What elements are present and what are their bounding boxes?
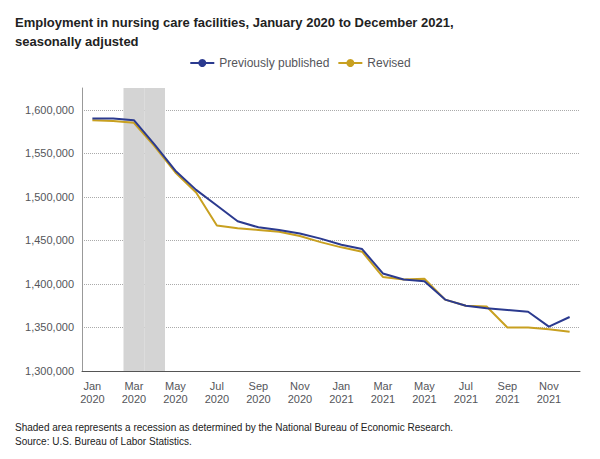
svg-text:May: May	[165, 380, 186, 392]
svg-text:Employment in nursing care fac: Employment in nursing care facilities, J…	[15, 15, 454, 30]
svg-text:2020: 2020	[205, 393, 229, 405]
svg-text:Nov: Nov	[290, 380, 310, 392]
svg-text:2021: 2021	[495, 393, 519, 405]
svg-text:Jul: Jul	[459, 380, 473, 392]
svg-text:Previously published: Previously published	[219, 56, 329, 70]
svg-text:2021: 2021	[329, 393, 353, 405]
svg-text:2021: 2021	[454, 393, 478, 405]
svg-text:1,450,000: 1,450,000	[25, 234, 74, 246]
svg-text:1,300,000: 1,300,000	[25, 365, 74, 377]
svg-text:1,400,000: 1,400,000	[25, 278, 74, 290]
svg-text:Jan: Jan	[84, 380, 102, 392]
svg-text:Sep: Sep	[498, 380, 518, 392]
svg-text:Shaded area represents a reces: Shaded area represents a recession as de…	[15, 422, 453, 433]
svg-text:Nov: Nov	[539, 380, 559, 392]
svg-text:2020: 2020	[80, 393, 104, 405]
svg-text:Jan: Jan	[333, 380, 351, 392]
svg-text:2021: 2021	[537, 393, 561, 405]
svg-text:2020: 2020	[288, 393, 312, 405]
svg-text:2020: 2020	[122, 393, 146, 405]
svg-text:1,550,000: 1,550,000	[25, 147, 74, 159]
svg-text:Revised: Revised	[367, 56, 410, 70]
svg-text:Sep: Sep	[249, 380, 269, 392]
svg-text:1,350,000: 1,350,000	[25, 321, 74, 333]
svg-text:Source: U.S. Bureau of Labor S: Source: U.S. Bureau of Labor Statistics.	[15, 436, 192, 447]
svg-text:Mar: Mar	[124, 380, 143, 392]
svg-text:Jul: Jul	[210, 380, 224, 392]
svg-text:1,500,000: 1,500,000	[25, 191, 74, 203]
svg-text:1,600,000: 1,600,000	[25, 104, 74, 116]
svg-text:2020: 2020	[246, 393, 270, 405]
svg-text:2020: 2020	[163, 393, 187, 405]
svg-text:2021: 2021	[371, 393, 395, 405]
svg-text:May: May	[414, 380, 435, 392]
svg-text:2021: 2021	[412, 393, 436, 405]
svg-text:Mar: Mar	[373, 380, 392, 392]
svg-text:seasonally adjusted: seasonally adjusted	[15, 34, 139, 49]
